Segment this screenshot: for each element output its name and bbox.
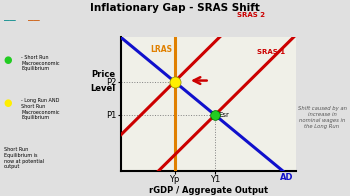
Text: ——: —— <box>28 15 40 25</box>
Text: Esr: Esr <box>218 112 229 118</box>
Text: Inflationary Gap - SRAS Shift: Inflationary Gap - SRAS Shift <box>90 3 260 13</box>
Text: ●: ● <box>4 55 12 65</box>
Text: SRAS 2: SRAS 2 <box>237 12 265 18</box>
X-axis label: rGDP / Aggregate Output: rGDP / Aggregate Output <box>149 186 268 195</box>
Text: AD: AD <box>280 173 293 182</box>
Text: - Long Run AND
Short Run
Macroeconomic
Equilibrium: - Long Run AND Short Run Macroeconomic E… <box>21 98 60 120</box>
Text: Price: Price <box>91 70 115 79</box>
Text: ——: —— <box>4 15 15 25</box>
Text: Shift caused by an
increase in
nominal wages in
the Long Run: Shift caused by an increase in nominal w… <box>298 106 346 129</box>
Text: ●: ● <box>4 98 12 108</box>
Text: LRAS: LRAS <box>150 45 172 54</box>
Text: SRAS 1: SRAS 1 <box>257 49 285 55</box>
Text: Short Run
Equilibrium is
now at potential
output: Short Run Equilibrium is now at potentia… <box>4 147 44 169</box>
Text: Level: Level <box>91 84 116 93</box>
Text: - Short Run
Macroeconomic
Equilibrium: - Short Run Macroeconomic Equilibrium <box>21 55 60 72</box>
